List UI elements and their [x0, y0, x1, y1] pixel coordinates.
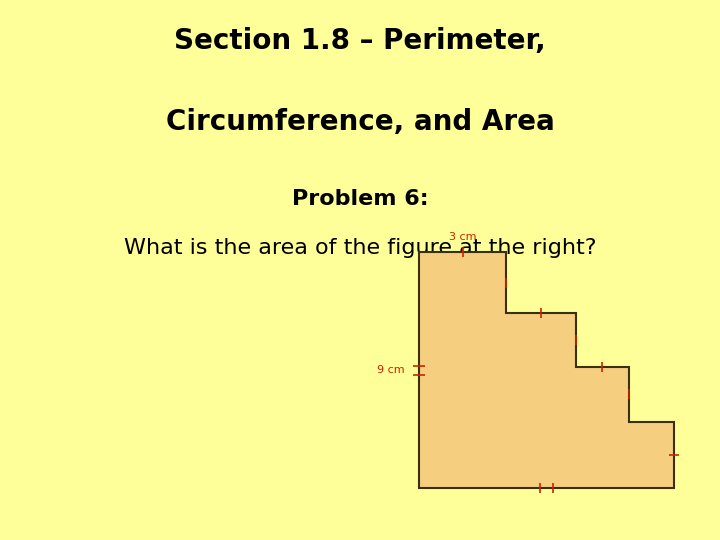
Text: 3 cm: 3 cm	[449, 232, 477, 242]
Text: Section 1.8 – Perimeter,: Section 1.8 – Perimeter,	[174, 27, 546, 55]
Polygon shape	[419, 252, 674, 488]
Text: Problem 6:: Problem 6:	[292, 189, 428, 209]
Text: What is the area of the figure at the right?: What is the area of the figure at the ri…	[124, 238, 596, 258]
Text: 9 cm: 9 cm	[377, 365, 405, 375]
Text: Circumference, and Area: Circumference, and Area	[166, 108, 554, 136]
